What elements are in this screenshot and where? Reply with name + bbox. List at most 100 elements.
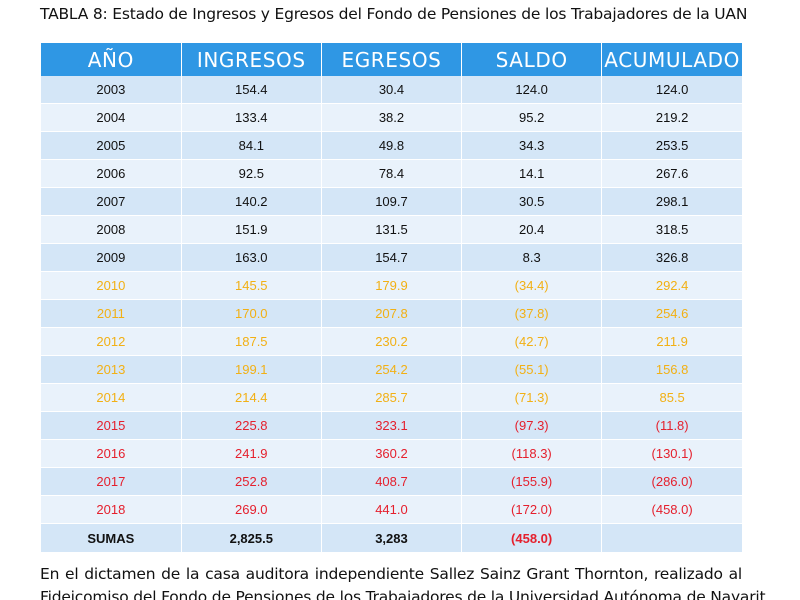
table-row: 2007 140.2 109.7 30.5 298.1 [41, 187, 742, 216]
cell-acumulado: 124.0 [601, 76, 742, 104]
header-saldo: SALDO [461, 43, 603, 76]
cell-acumulado: 211.9 [601, 327, 742, 356]
cell-saldo: (118.3) [461, 439, 603, 468]
cell-saldo: 34.3 [461, 131, 603, 160]
cell-acumulado: (130.1) [601, 439, 742, 468]
cell-egresos: 38.2 [321, 103, 463, 132]
cell-year: 2013 [41, 355, 182, 384]
cell-ingresos: 225.8 [181, 411, 322, 440]
cell-acumulado: 267.6 [601, 159, 742, 188]
header-ingresos: INGRESOS [181, 43, 322, 76]
cell-acumulado: 253.5 [601, 131, 742, 160]
cell-egresos: 441.0 [321, 495, 463, 524]
cell-ingresos: 133.4 [181, 103, 322, 132]
header-egresos: EGRESOS [321, 43, 463, 76]
cell-year: 2008 [41, 215, 182, 244]
cell-acumulado: 85.5 [601, 383, 742, 412]
header-acumulado: ACUMULADO [601, 43, 742, 76]
cell-saldo: 8.3 [461, 243, 603, 272]
cell-ingresos: 170.0 [181, 299, 322, 328]
cell-saldo: (172.0) [461, 495, 603, 524]
cell-egresos: 285.7 [321, 383, 463, 412]
cell-egresos: 230.2 [321, 327, 463, 356]
cell-acumulado: 298.1 [601, 187, 742, 216]
header-year: AÑO [41, 43, 182, 76]
cell-ingresos: 145.5 [181, 271, 322, 300]
cell-acumulado: (286.0) [601, 467, 742, 496]
cell-acumulado: 326.8 [601, 243, 742, 272]
total-acumulado [601, 523, 742, 553]
cell-ingresos: 151.9 [181, 215, 322, 244]
cell-egresos: 323.1 [321, 411, 463, 440]
cell-year: 2003 [41, 76, 182, 104]
cell-saldo: 95.2 [461, 103, 603, 132]
cell-ingresos: 241.9 [181, 439, 322, 468]
cell-year: 2006 [41, 159, 182, 188]
table-row: 2016 241.9 360.2 (118.3) (130.1) [41, 439, 742, 468]
total-saldo: (458.0) [461, 523, 603, 553]
cell-egresos: 109.7 [321, 187, 463, 216]
cell-saldo: (37.8) [461, 299, 603, 328]
table-row: 2009 163.0 154.7 8.3 326.8 [41, 243, 742, 272]
table-row: 2014 214.4 285.7 (71.3) 85.5 [41, 383, 742, 412]
cell-egresos: 179.9 [321, 271, 463, 300]
cell-ingresos: 187.5 [181, 327, 322, 356]
cell-ingresos: 163.0 [181, 243, 322, 272]
cell-egresos: 360.2 [321, 439, 463, 468]
totals-label: SUMAS [41, 523, 182, 553]
body-paragraph-line: En el dictamen de la casa auditora indep… [40, 565, 742, 583]
table-body: 2003 154.4 30.4 124.0 124.0 2004 133.4 38.2 95.2… [41, 76, 742, 553]
cell-ingresos: 154.4 [181, 76, 322, 104]
cell-ingresos: 140.2 [181, 187, 322, 216]
total-ingresos: 2,825.5 [181, 523, 322, 553]
table-row: 2012 187.5 230.2 (42.7) 211.9 [41, 327, 742, 356]
cell-acumulado: 254.6 [601, 299, 742, 328]
table-row: 2005 84.1 49.8 34.3 253.5 [41, 131, 742, 160]
table-caption: TABLA 8: Estado de Ingresos y Egresos de… [40, 5, 748, 23]
cell-year: 2010 [41, 271, 182, 300]
cell-ingresos: 92.5 [181, 159, 322, 188]
cell-saldo: (34.4) [461, 271, 603, 300]
cell-acumulado: 156.8 [601, 355, 742, 384]
body-paragraph-line: Fideicomiso del Fondo de Pensiones de lo… [40, 588, 771, 600]
cell-saldo: 14.1 [461, 159, 603, 188]
cell-acumulado: 219.2 [601, 103, 742, 132]
cell-acumulado: (458.0) [601, 495, 742, 524]
cell-ingresos: 269.0 [181, 495, 322, 524]
cell-acumulado: 318.5 [601, 215, 742, 244]
cell-egresos: 49.8 [321, 131, 463, 160]
cell-year: 2007 [41, 187, 182, 216]
cell-saldo: (55.1) [461, 355, 603, 384]
cell-year: 2011 [41, 299, 182, 328]
cell-year: 2018 [41, 495, 182, 524]
table-header-row: AÑO INGRESOS EGRESOS SALDO ACUMULADO [41, 43, 742, 76]
cell-egresos: 254.2 [321, 355, 463, 384]
cell-saldo: 30.5 [461, 187, 603, 216]
cell-egresos: 408.7 [321, 467, 463, 496]
table-row: 2015 225.8 323.1 (97.3) (11.8) [41, 411, 742, 440]
cell-ingresos: 199.1 [181, 355, 322, 384]
pension-fund-table: AÑO INGRESOS EGRESOS SALDO ACUMULADO 200… [41, 43, 742, 553]
cell-year: 2005 [41, 131, 182, 160]
cell-saldo: (97.3) [461, 411, 603, 440]
cell-year: 2017 [41, 467, 182, 496]
cell-saldo: 20.4 [461, 215, 603, 244]
cell-saldo: 124.0 [461, 76, 603, 104]
cell-year: 2014 [41, 383, 182, 412]
total-egresos: 3,283 [321, 523, 463, 553]
cell-egresos: 207.8 [321, 299, 463, 328]
cell-year: 2009 [41, 243, 182, 272]
table-row: 2017 252.8 408.7 (155.9) (286.0) [41, 467, 742, 496]
cell-year: 2016 [41, 439, 182, 468]
cell-ingresos: 214.4 [181, 383, 322, 412]
cell-acumulado: (11.8) [601, 411, 742, 440]
cell-year: 2012 [41, 327, 182, 356]
table-row: 2013 199.1 254.2 (55.1) 156.8 [41, 355, 742, 384]
cell-ingresos: 84.1 [181, 131, 322, 160]
cell-egresos: 154.7 [321, 243, 463, 272]
table-row: 2004 133.4 38.2 95.2 219.2 [41, 103, 742, 132]
cell-egresos: 131.5 [321, 215, 463, 244]
cell-ingresos: 252.8 [181, 467, 322, 496]
table-row: 2011 170.0 207.8 (37.8) 254.6 [41, 299, 742, 328]
